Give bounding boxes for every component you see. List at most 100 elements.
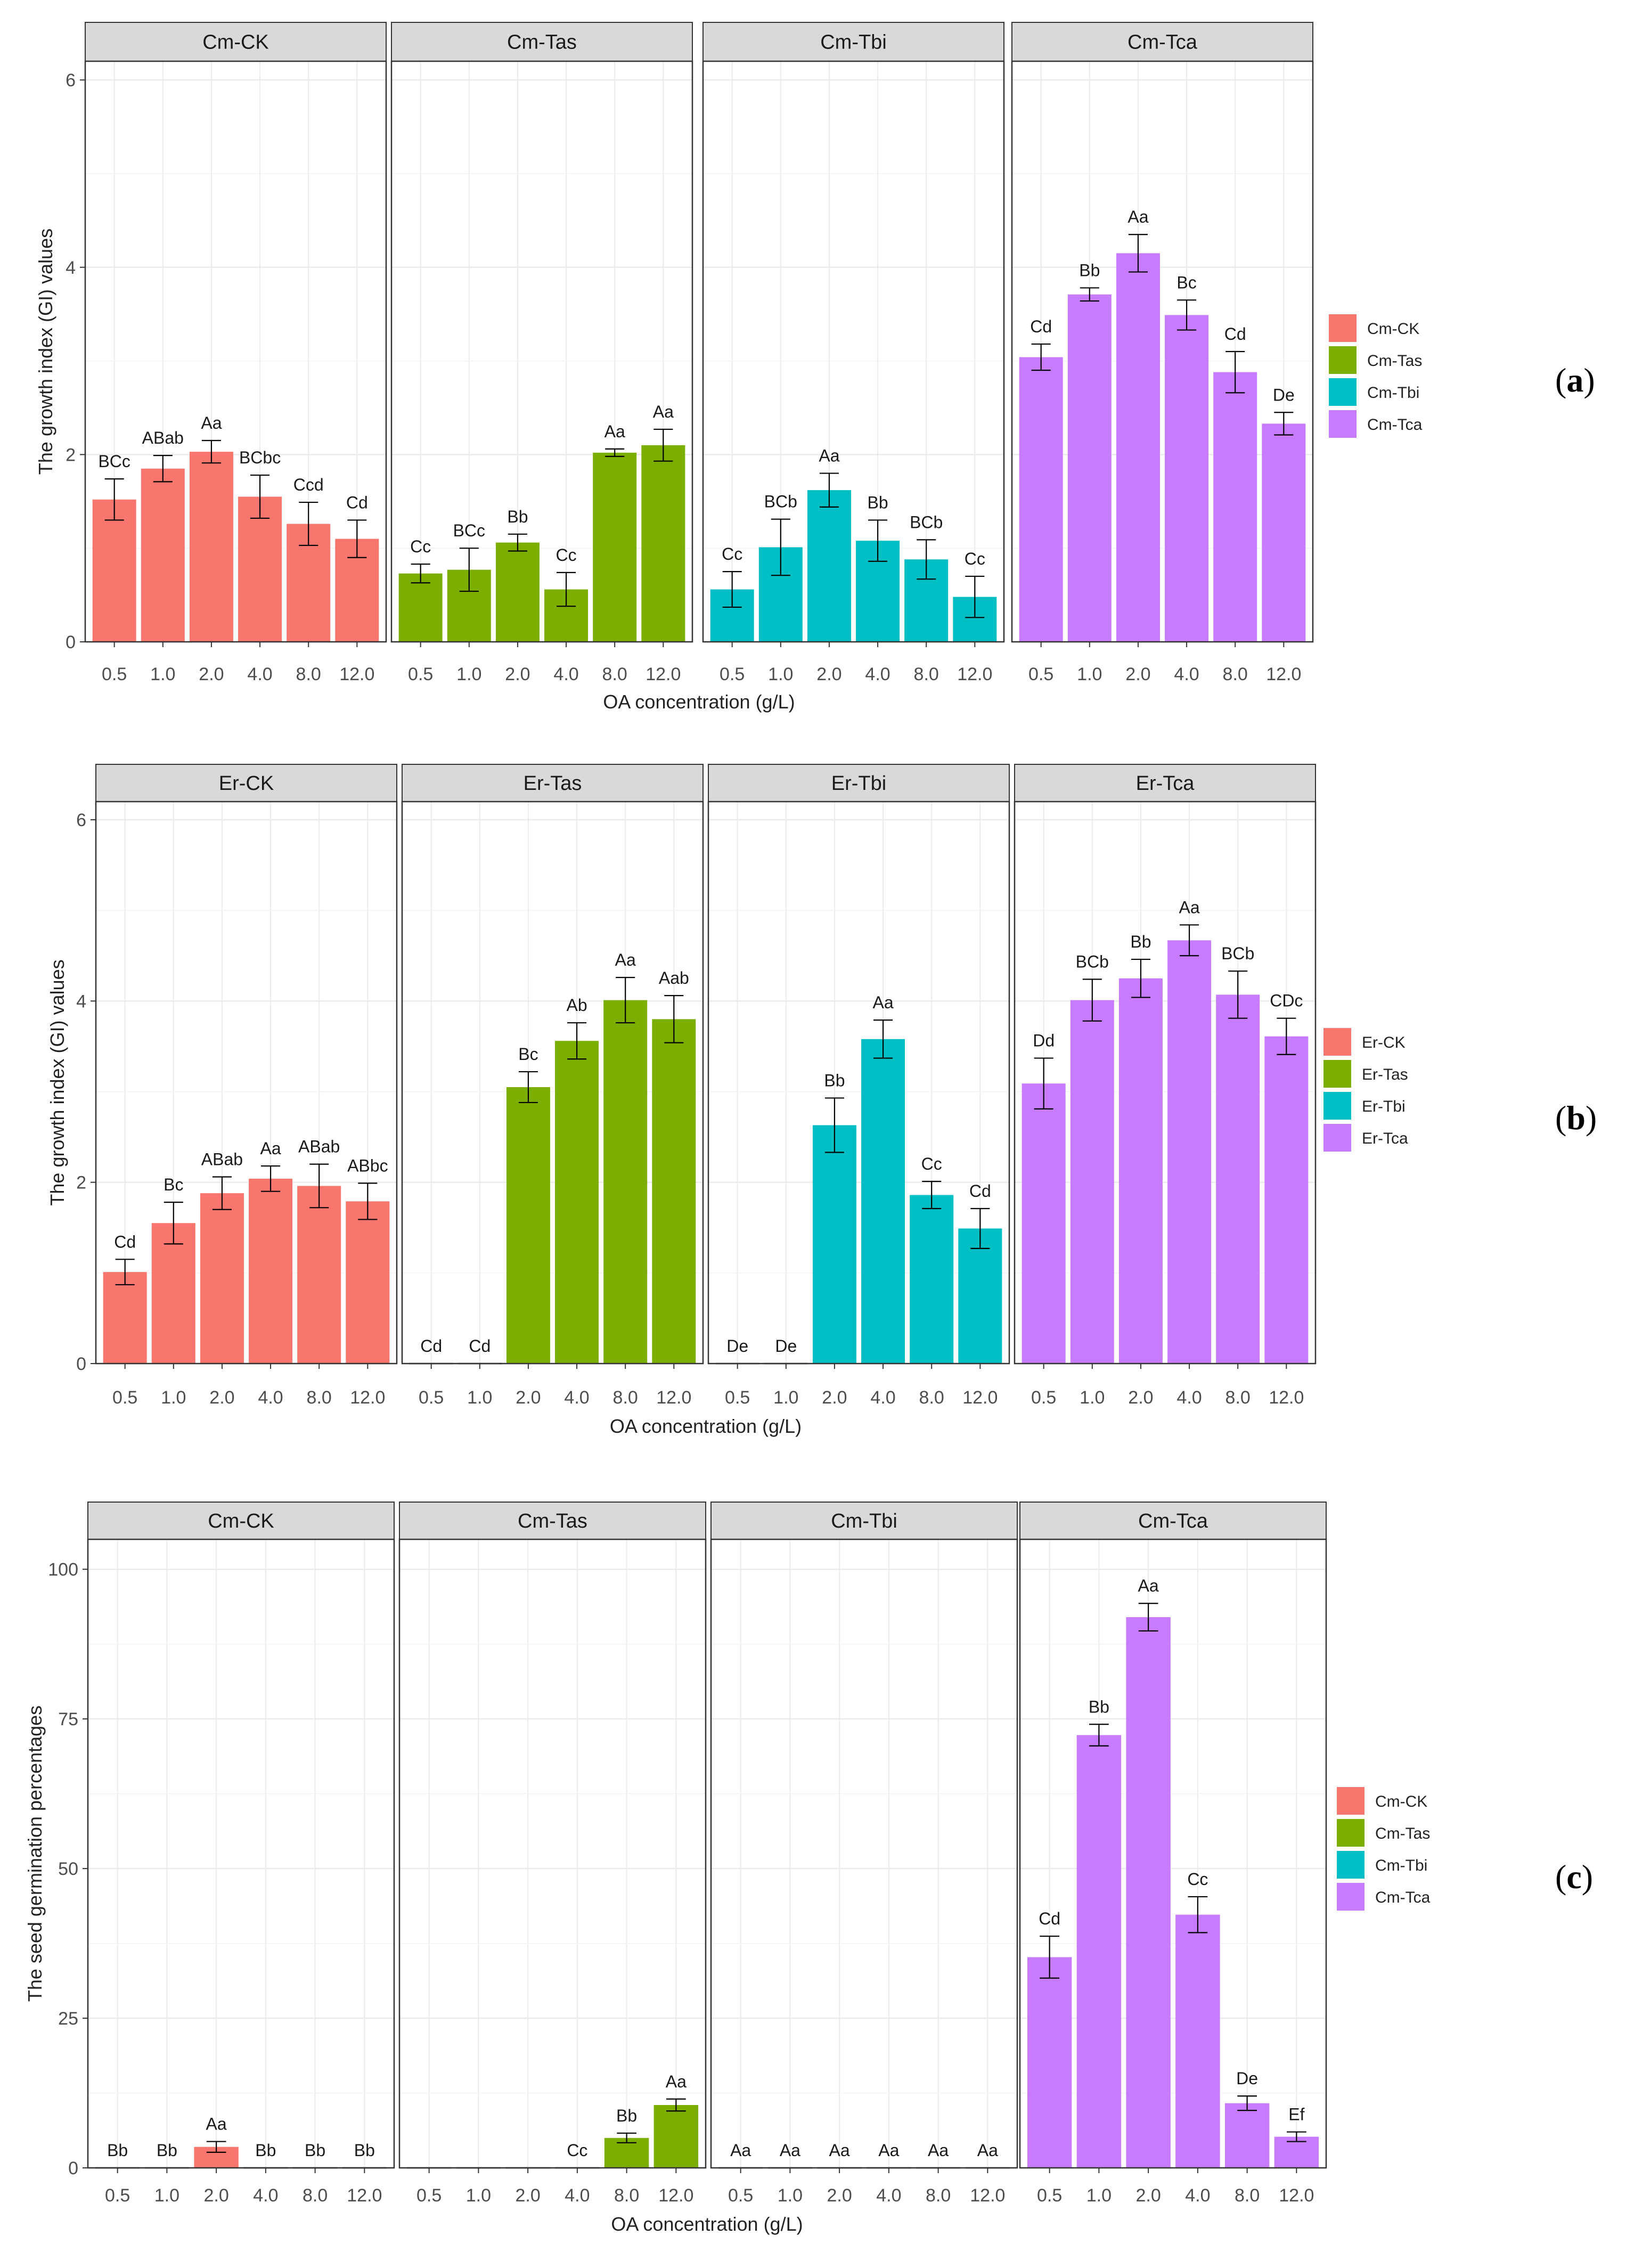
significance-label: Bb xyxy=(157,2141,177,2160)
significance-label: Cd xyxy=(346,493,368,512)
significance-label: Bc xyxy=(1176,273,1196,292)
x-tick-label: 8.0 xyxy=(1225,1388,1251,1408)
legend-label: Cm-Tca xyxy=(1375,1889,1431,1906)
significance-label: Aa xyxy=(615,950,636,969)
significance-label: Bb xyxy=(1079,260,1100,280)
panel-border xyxy=(401,801,704,1365)
panel-background xyxy=(88,1539,394,2168)
significance-label: Bb xyxy=(507,507,528,526)
significance-label: Bb xyxy=(354,2141,375,2160)
legend-label: Er-Tbi xyxy=(1362,1098,1406,1115)
legend-swatch xyxy=(1323,1124,1351,1152)
significance-label: Bb xyxy=(1089,1697,1109,1716)
legend-swatch xyxy=(1337,1819,1364,1847)
y-axis-title: The seed germination percentages xyxy=(24,1706,46,2002)
bar xyxy=(603,1000,648,1364)
chart-c: Cm-CKBb0.5Bb1.0Aa2.0Bb4.0Bb8.0Bb12.0Cm-T… xyxy=(24,1502,1593,2235)
facet-title: Cm-Tas xyxy=(518,1510,587,1532)
y-tick-label: 25 xyxy=(58,2009,78,2029)
legend-label: Cm-Tas xyxy=(1375,1825,1430,1842)
x-tick-label: 0.5 xyxy=(105,2185,130,2206)
legend-label: Er-Tca xyxy=(1362,1130,1408,1147)
facet-cm-tca: Cm-Tca Cd 0.5 Bb 1.0 Aa 2.0 Cc 4.0 De 8.0 Ef 12.0 xyxy=(1019,1502,1327,2206)
x-tick-label: 0.5 xyxy=(416,2185,442,2206)
significance-label: Aa xyxy=(780,2141,800,2160)
panel-border xyxy=(1019,1538,1327,2169)
panel-border xyxy=(710,1538,1018,2169)
facet-strip xyxy=(391,22,693,62)
bar xyxy=(807,490,851,642)
x-tick-label: 1.0 xyxy=(466,2185,491,2206)
bar xyxy=(92,499,136,642)
bar xyxy=(141,468,185,642)
bar xyxy=(238,496,282,642)
bar xyxy=(506,1087,550,1364)
significance-label: BCb xyxy=(764,492,797,511)
significance-label: CDc xyxy=(1270,991,1303,1010)
facet-strip xyxy=(710,1502,1018,1540)
significance-label: Cd xyxy=(420,1336,442,1356)
x-tick-label: 8.0 xyxy=(296,664,321,684)
x-tick-label: 0.5 xyxy=(1028,664,1053,684)
x-tick-label: 12.0 xyxy=(339,664,374,684)
x-tick-label: 2.0 xyxy=(1135,2185,1161,2206)
panel-border xyxy=(1011,60,1314,643)
bar xyxy=(1126,1617,1171,2168)
facet-strip xyxy=(399,1502,706,1540)
y-tick-label: 2 xyxy=(76,1173,86,1193)
bar xyxy=(200,1193,244,1364)
facet-title: Er-Tas xyxy=(524,772,582,795)
panel-border xyxy=(390,60,693,643)
significance-label: Aa xyxy=(206,2115,227,2134)
facet-cm-tas: Cm-Tas 0.5 1.0 2.0 Cc 4.0 Bb 8.0 Aa 12.0 xyxy=(398,1502,707,2206)
significance-label: Aa xyxy=(1138,1576,1159,1595)
x-tick-label: 12.0 xyxy=(1279,2185,1314,2206)
x-tick-label: 8.0 xyxy=(613,1388,638,1408)
panel-border xyxy=(87,1538,395,2169)
bar xyxy=(297,1186,341,1364)
significance-label: Aa xyxy=(666,2072,687,2091)
x-tick-label: 1.0 xyxy=(150,664,175,684)
legend: Cm-CK Cm-Tas Cm-Tbi Cm-Tca xyxy=(1337,1787,1431,1911)
significance-label: BCb xyxy=(1221,944,1254,963)
legend-label: Cm-CK xyxy=(1367,320,1419,338)
x-tick-label: 4.0 xyxy=(1185,2185,1210,2206)
x-tick-label: 4.0 xyxy=(258,1388,283,1408)
significance-label: Cd xyxy=(1224,324,1246,344)
panel-background xyxy=(399,1539,706,2168)
significance-label: Cd xyxy=(1030,317,1052,336)
significance-label: Cd xyxy=(969,1181,991,1201)
bar xyxy=(1216,994,1260,1364)
x-tick-label: 4.0 xyxy=(565,2185,590,2206)
bar xyxy=(1262,423,1306,642)
significance-label: BCbc xyxy=(239,448,281,467)
x-tick-label: 2.0 xyxy=(515,2185,540,2206)
x-tick-label: 2.0 xyxy=(505,664,530,684)
x-tick-label: 12.0 xyxy=(1269,1388,1304,1408)
legend-swatch xyxy=(1337,1851,1364,1879)
panel-border xyxy=(1014,801,1317,1365)
x-tick-label: 0.5 xyxy=(112,1388,137,1408)
facet-strip xyxy=(95,764,397,802)
bar xyxy=(1264,1036,1309,1364)
facet-title: Cm-Tca xyxy=(1138,1510,1208,1532)
bar xyxy=(1213,372,1257,642)
x-tick-label: 4.0 xyxy=(865,664,890,684)
x-tick-label: 8.0 xyxy=(919,1388,944,1408)
legend: Er-CK Er-Tas Er-Tbi Er-Tca xyxy=(1323,1028,1408,1152)
facet-cm-tbi: Cm-Tbi Cc 0.5 BCb 1.0 Aa 2.0 Bb 4.0 BCb 8.0 Cc 12.0 xyxy=(702,22,1005,684)
bar xyxy=(641,445,685,642)
legend: Cm-CK Cm-Tas Cm-Tbi Cm-Tca xyxy=(1329,314,1423,438)
significance-label: Dd xyxy=(1033,1031,1055,1050)
y-tick-label: 0 xyxy=(76,1354,86,1374)
significance-label: Bc xyxy=(164,1175,183,1194)
significance-label: De xyxy=(726,1336,748,1356)
y-tick-label: 6 xyxy=(76,810,86,830)
significance-label: Ccd xyxy=(293,475,324,494)
x-tick-label: 2.0 xyxy=(203,2185,228,2206)
bar xyxy=(1067,294,1112,642)
facet-cm-tas: Cm-Tas Cc 0.5 BCc 1.0 Bb 2.0 Cc 4.0 Aa 8.0 Aa 12.0 xyxy=(390,22,693,684)
x-tick-label: 1.0 xyxy=(1080,1388,1105,1408)
panel-tag: (b) xyxy=(1555,1099,1597,1137)
significance-label: Cc xyxy=(1187,1870,1208,1889)
